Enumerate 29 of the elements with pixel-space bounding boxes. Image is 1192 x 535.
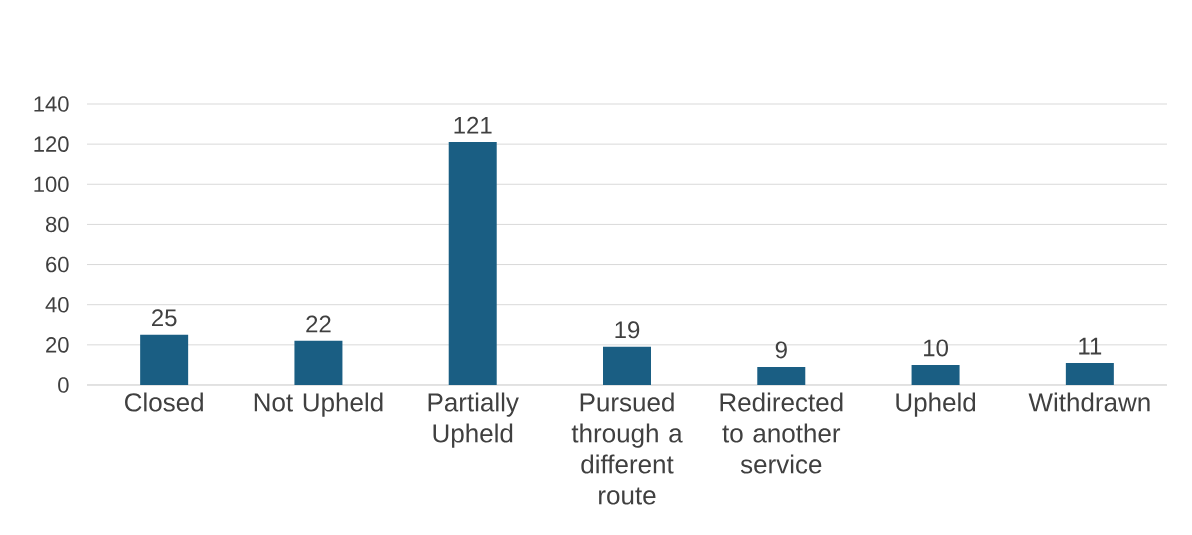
x-tick-label: Partially Upheld	[428, 392, 519, 448]
bar	[603, 346, 651, 385]
y-tick-label: 20	[46, 337, 69, 353]
data-label: 11	[1079, 337, 1102, 355]
y-tick-label: 100	[34, 176, 69, 193]
x-tick-label: Closed	[125, 392, 203, 412]
y-tick-label: 40	[45, 296, 69, 313]
bar	[140, 334, 189, 385]
data-label: 25	[152, 309, 177, 327]
x-tick-label: Withdrawn	[1028, 392, 1150, 412]
bar	[757, 366, 806, 385]
x-tick-label: Upheld	[896, 392, 976, 417]
bar	[1065, 362, 1114, 385]
y-tick-label: 0	[58, 377, 69, 393]
data-label: 121	[454, 116, 492, 134]
bar	[294, 340, 343, 385]
y-tick-label: 120	[34, 136, 69, 152]
x-tick-label: Not Upheld	[254, 392, 383, 417]
y-tick-label: 60	[46, 256, 69, 273]
data-label: 9	[775, 341, 787, 359]
data-label: 10	[924, 339, 948, 357]
bar	[448, 142, 497, 385]
data-label: 22	[306, 315, 331, 333]
y-tick-label: 80	[45, 216, 69, 233]
y-tick-label: 140	[34, 96, 69, 112]
x-tick-label: Pursued through a different route	[571, 392, 683, 505]
x-tick-label: Redirected to another service	[720, 392, 843, 474]
data-label: 19	[615, 321, 640, 339]
bar	[911, 364, 960, 385]
